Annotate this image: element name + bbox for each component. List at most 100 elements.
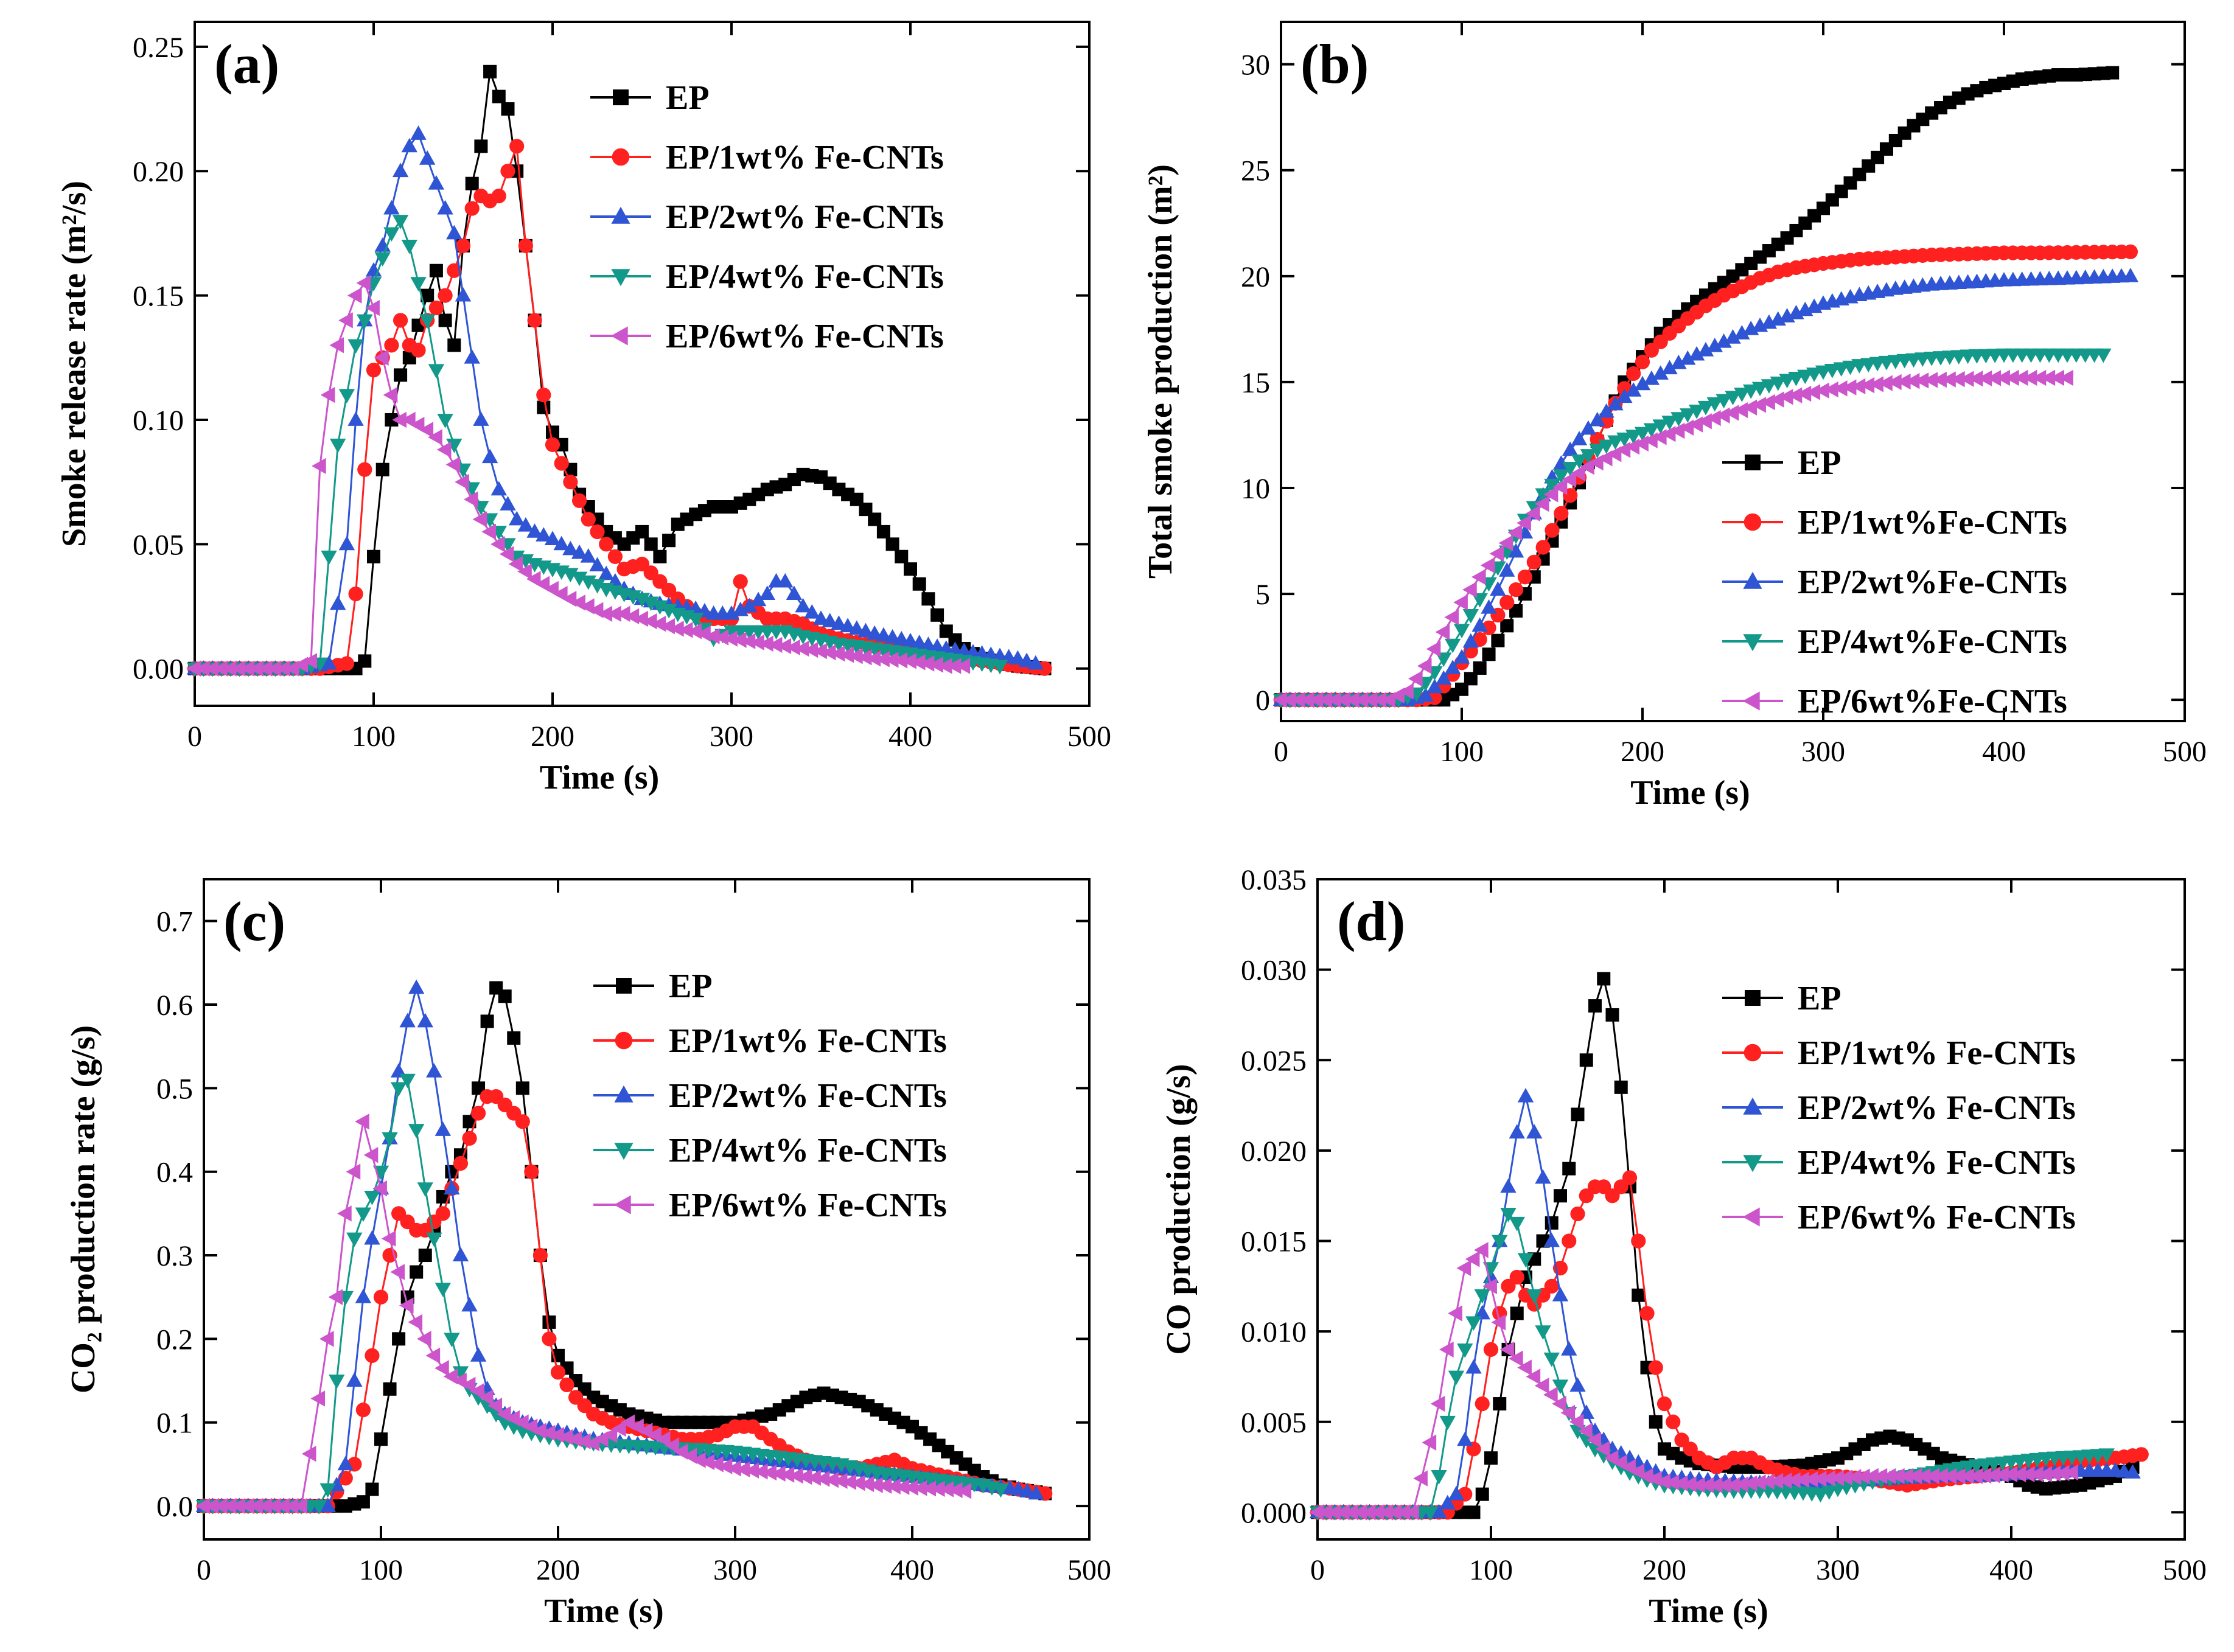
data-point: [1509, 1350, 1523, 1367]
data-point: [1448, 1305, 1462, 1322]
data-point: [732, 601, 749, 616]
data-point: [357, 314, 373, 329]
data-point: [1734, 325, 1750, 340]
data-point: [532, 1247, 548, 1263]
y-tick-label: 0.2: [156, 1323, 193, 1356]
data-point: [660, 604, 677, 619]
data-point: [1994, 1466, 2009, 1483]
data-point: [735, 1461, 750, 1478]
data-point: [1335, 1504, 1350, 1521]
data-point: [1517, 570, 1533, 585]
data-point: [312, 458, 326, 475]
data-point: [347, 411, 364, 426]
data-point: [912, 577, 926, 591]
data-point: [438, 288, 453, 303]
data-point: [1395, 1504, 1411, 1521]
data-point: [1622, 1170, 1638, 1185]
data-point: [248, 1497, 264, 1514]
data-point: [1734, 1476, 1749, 1493]
data-point: [1507, 524, 1522, 541]
data-point: [1661, 360, 1678, 375]
data-point: [213, 1497, 228, 1514]
data-point: [1699, 1477, 1714, 1494]
data-point: [536, 527, 552, 542]
data-point: [339, 656, 355, 671]
data-point: [1562, 462, 1579, 476]
legend-marker: [611, 269, 630, 287]
data-point: [1510, 1306, 1524, 1320]
data-point: [1788, 372, 1804, 386]
data-point: [1821, 1470, 1835, 1486]
data-point: [515, 1114, 530, 1129]
data-point: [1462, 581, 1477, 598]
data-point: [330, 595, 346, 610]
data-point: [563, 475, 578, 490]
data-point: [356, 274, 371, 291]
data-point: [1493, 1397, 1507, 1411]
data-point: [507, 1031, 521, 1045]
y-tick-label: 0.3: [156, 1240, 193, 1272]
data-point: [1697, 341, 1714, 357]
data-point: [797, 1468, 812, 1485]
data-point: [1448, 1370, 1465, 1385]
data-point: [884, 652, 899, 668]
data-point: [1673, 1475, 1688, 1492]
data-point: [1439, 1415, 1456, 1431]
data-point: [357, 462, 372, 477]
legend-item: EP: [593, 967, 713, 1005]
data-point: [1439, 1494, 1456, 1510]
data-point: [1553, 469, 1569, 484]
data-point: [462, 1131, 477, 1146]
data-point: [401, 239, 417, 254]
data-point: [821, 644, 836, 661]
data-point: [1778, 389, 1793, 405]
legend-item: EP/4wt%Fe-CNTs: [1722, 623, 2067, 661]
data-point: [1607, 435, 1624, 450]
data-point: [1616, 432, 1633, 447]
x-tick-label: 200: [1642, 1554, 1686, 1586]
data-point: [328, 1289, 343, 1305]
data-point: [1378, 1504, 1393, 1521]
legend-label: EP/2wt% Fe-CNTs: [1798, 1089, 2076, 1127]
data-point: [1941, 371, 1956, 388]
data-point: [1923, 372, 1938, 388]
data-point: [428, 364, 445, 378]
data-point: [452, 1247, 469, 1261]
legend-item: EP/4wt% Fe-CNTs: [590, 258, 944, 296]
data-point: [581, 512, 596, 527]
data-point: [1812, 1488, 1829, 1503]
data-point: [382, 1132, 398, 1147]
data-point: [1491, 633, 1505, 647]
x-axis-label: Time (s): [540, 759, 660, 796]
series-6wt: [195, 1114, 972, 1514]
x-tick-label: 400: [888, 720, 932, 753]
data-point: [1444, 638, 1461, 653]
x-tick-label: 0: [197, 1554, 211, 1586]
data-point: [904, 562, 917, 576]
data-point: [1706, 337, 1723, 352]
data-point: [1571, 1107, 1585, 1121]
legend-item: EP/4wt% Fe-CNTs: [1722, 1144, 2076, 1182]
data-point: [275, 1497, 290, 1514]
data-point: [1534, 1378, 1549, 1394]
data-point: [1634, 427, 1651, 442]
data-point: [562, 540, 579, 556]
data-point: [1625, 382, 1642, 397]
data-point: [1509, 604, 1523, 618]
data-point: [946, 658, 962, 674]
data-point: [1770, 391, 1784, 408]
legend-marker: [1743, 1097, 1762, 1115]
data-point: [1706, 397, 1723, 412]
data-point: [1796, 385, 1812, 402]
data-point: [777, 573, 794, 588]
legend-item: EP/1wt%Fe-CNTs: [1722, 504, 2067, 542]
data-point: [249, 660, 264, 677]
legend-marker: [1745, 990, 1761, 1006]
data-point: [1483, 1342, 1499, 1357]
data-point: [1777, 1473, 1792, 1489]
data-point: [1959, 371, 1974, 387]
data-point: [408, 979, 425, 994]
data-point: [1742, 1475, 1758, 1492]
data-point: [1545, 1216, 1559, 1230]
